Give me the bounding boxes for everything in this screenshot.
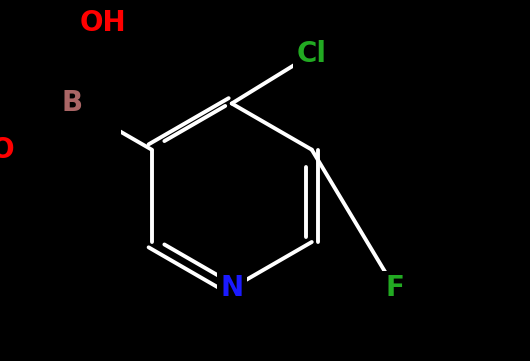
Text: F: F [385,274,404,302]
Text: OH: OH [79,9,126,38]
Text: Cl: Cl [297,40,327,68]
Text: HO: HO [0,136,15,164]
Text: B: B [61,90,82,117]
Text: N: N [220,274,243,302]
